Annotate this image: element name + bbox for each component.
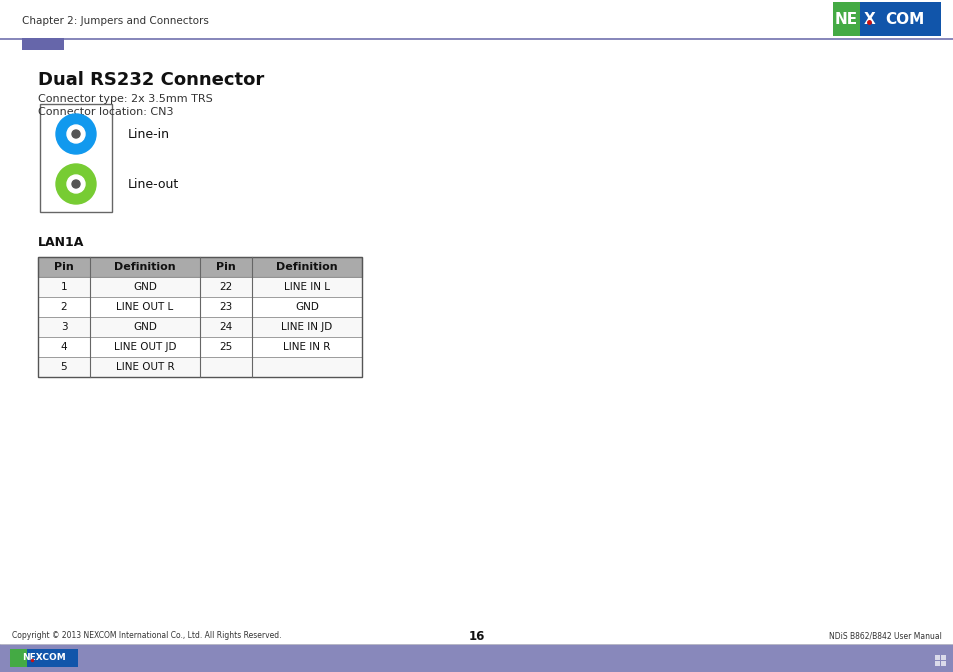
FancyBboxPatch shape <box>38 277 361 297</box>
Text: Definition: Definition <box>276 262 337 272</box>
FancyBboxPatch shape <box>22 38 64 50</box>
Text: Pin: Pin <box>54 262 73 272</box>
Text: X: X <box>863 11 875 26</box>
Text: Definition: Definition <box>114 262 175 272</box>
Text: 5: 5 <box>61 362 68 372</box>
FancyBboxPatch shape <box>38 317 361 337</box>
Text: LAN1A: LAN1A <box>38 235 84 249</box>
Text: Dual RS232 Connector: Dual RS232 Connector <box>38 71 264 89</box>
FancyBboxPatch shape <box>940 655 945 660</box>
Text: 2: 2 <box>61 302 68 312</box>
Circle shape <box>71 130 80 138</box>
Text: NEXCOM: NEXCOM <box>22 653 66 663</box>
FancyBboxPatch shape <box>38 257 361 277</box>
FancyBboxPatch shape <box>940 661 945 666</box>
Text: 4: 4 <box>61 342 68 352</box>
Circle shape <box>67 175 85 193</box>
FancyBboxPatch shape <box>934 655 939 660</box>
Text: Connector location: CN3: Connector location: CN3 <box>38 107 173 117</box>
Circle shape <box>56 114 96 154</box>
Circle shape <box>67 125 85 143</box>
FancyBboxPatch shape <box>0 38 953 40</box>
Text: NE: NE <box>834 11 857 26</box>
Text: Line-out: Line-out <box>128 177 179 190</box>
Text: LINE OUT R: LINE OUT R <box>115 362 174 372</box>
FancyBboxPatch shape <box>38 357 361 377</box>
Text: LINE OUT JD: LINE OUT JD <box>113 342 176 352</box>
Text: 1: 1 <box>61 282 68 292</box>
FancyBboxPatch shape <box>859 2 940 36</box>
Text: LINE IN R: LINE IN R <box>283 342 331 352</box>
Text: Pin: Pin <box>216 262 235 272</box>
Text: Copyright © 2013 NEXCOM International Co., Ltd. All Rights Reserved.: Copyright © 2013 NEXCOM International Co… <box>12 632 281 640</box>
Text: NDiS B862/B842 User Manual: NDiS B862/B842 User Manual <box>828 632 941 640</box>
Text: 3: 3 <box>61 322 68 332</box>
Circle shape <box>56 164 96 204</box>
Text: LINE IN L: LINE IN L <box>284 282 330 292</box>
Text: GND: GND <box>132 282 157 292</box>
Text: LINE OUT L: LINE OUT L <box>116 302 173 312</box>
Text: 24: 24 <box>219 322 233 332</box>
Text: Chapter 2: Jumpers and Connectors: Chapter 2: Jumpers and Connectors <box>22 16 209 26</box>
FancyBboxPatch shape <box>934 661 939 666</box>
Text: COM: COM <box>884 11 923 26</box>
FancyBboxPatch shape <box>40 104 112 212</box>
FancyBboxPatch shape <box>27 649 78 667</box>
FancyBboxPatch shape <box>832 2 859 36</box>
Text: Connector type: 2x 3.5mm TRS: Connector type: 2x 3.5mm TRS <box>38 94 213 104</box>
Text: 23: 23 <box>219 302 233 312</box>
FancyBboxPatch shape <box>38 337 361 357</box>
Text: GND: GND <box>294 302 318 312</box>
FancyBboxPatch shape <box>38 297 361 317</box>
Text: GND: GND <box>132 322 157 332</box>
Text: 16: 16 <box>468 630 485 642</box>
Text: Line-in: Line-in <box>128 128 170 140</box>
FancyBboxPatch shape <box>0 644 953 672</box>
Text: 22: 22 <box>219 282 233 292</box>
Circle shape <box>71 180 80 188</box>
Text: 25: 25 <box>219 342 233 352</box>
Text: LINE IN JD: LINE IN JD <box>281 322 333 332</box>
FancyBboxPatch shape <box>10 649 27 667</box>
